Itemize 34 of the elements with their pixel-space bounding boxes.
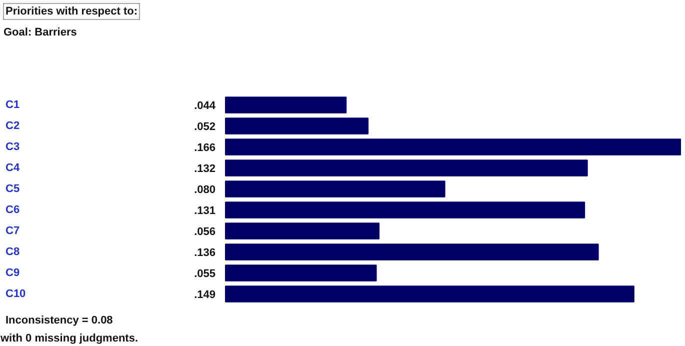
y-tick-label: C5 xyxy=(6,183,20,195)
bar xyxy=(225,160,588,176)
data-label: .166 xyxy=(194,142,216,154)
data-label: .136 xyxy=(194,247,216,259)
y-tick-label: C6 xyxy=(6,204,20,216)
bar xyxy=(225,222,380,240)
data-label: .044 xyxy=(194,100,216,112)
data-label: .149 xyxy=(194,289,216,301)
y-tick-label: C4 xyxy=(6,162,20,174)
data-label: .056 xyxy=(194,226,216,238)
bar xyxy=(225,138,681,156)
data-label: .132 xyxy=(194,163,216,175)
text: with 0 missing judgments. xyxy=(0,332,138,344)
bar xyxy=(225,180,446,198)
data-label: .131 xyxy=(194,205,216,217)
data-label: .055 xyxy=(194,268,216,280)
bar xyxy=(225,286,634,302)
bar xyxy=(225,96,347,114)
y-tick-label: C9 xyxy=(6,267,20,279)
bar xyxy=(225,118,369,134)
y-tick-label: C7 xyxy=(6,225,20,237)
y-tick-label: C3 xyxy=(6,141,20,153)
bar xyxy=(225,264,377,282)
text: Priorities with respect to: xyxy=(6,6,138,18)
y-tick-label: C1 xyxy=(6,99,20,111)
data-label: .080 xyxy=(194,184,216,196)
y-tick-label: C8 xyxy=(6,246,20,258)
y-tick-label: C10 xyxy=(6,288,26,300)
y-tick-label: C2 xyxy=(6,120,20,132)
data-label: .052 xyxy=(194,121,216,133)
text: Inconsistency = 0.08 xyxy=(6,314,113,326)
text: Goal: Barriers xyxy=(4,26,77,38)
bar xyxy=(225,202,586,218)
bar xyxy=(225,244,599,260)
